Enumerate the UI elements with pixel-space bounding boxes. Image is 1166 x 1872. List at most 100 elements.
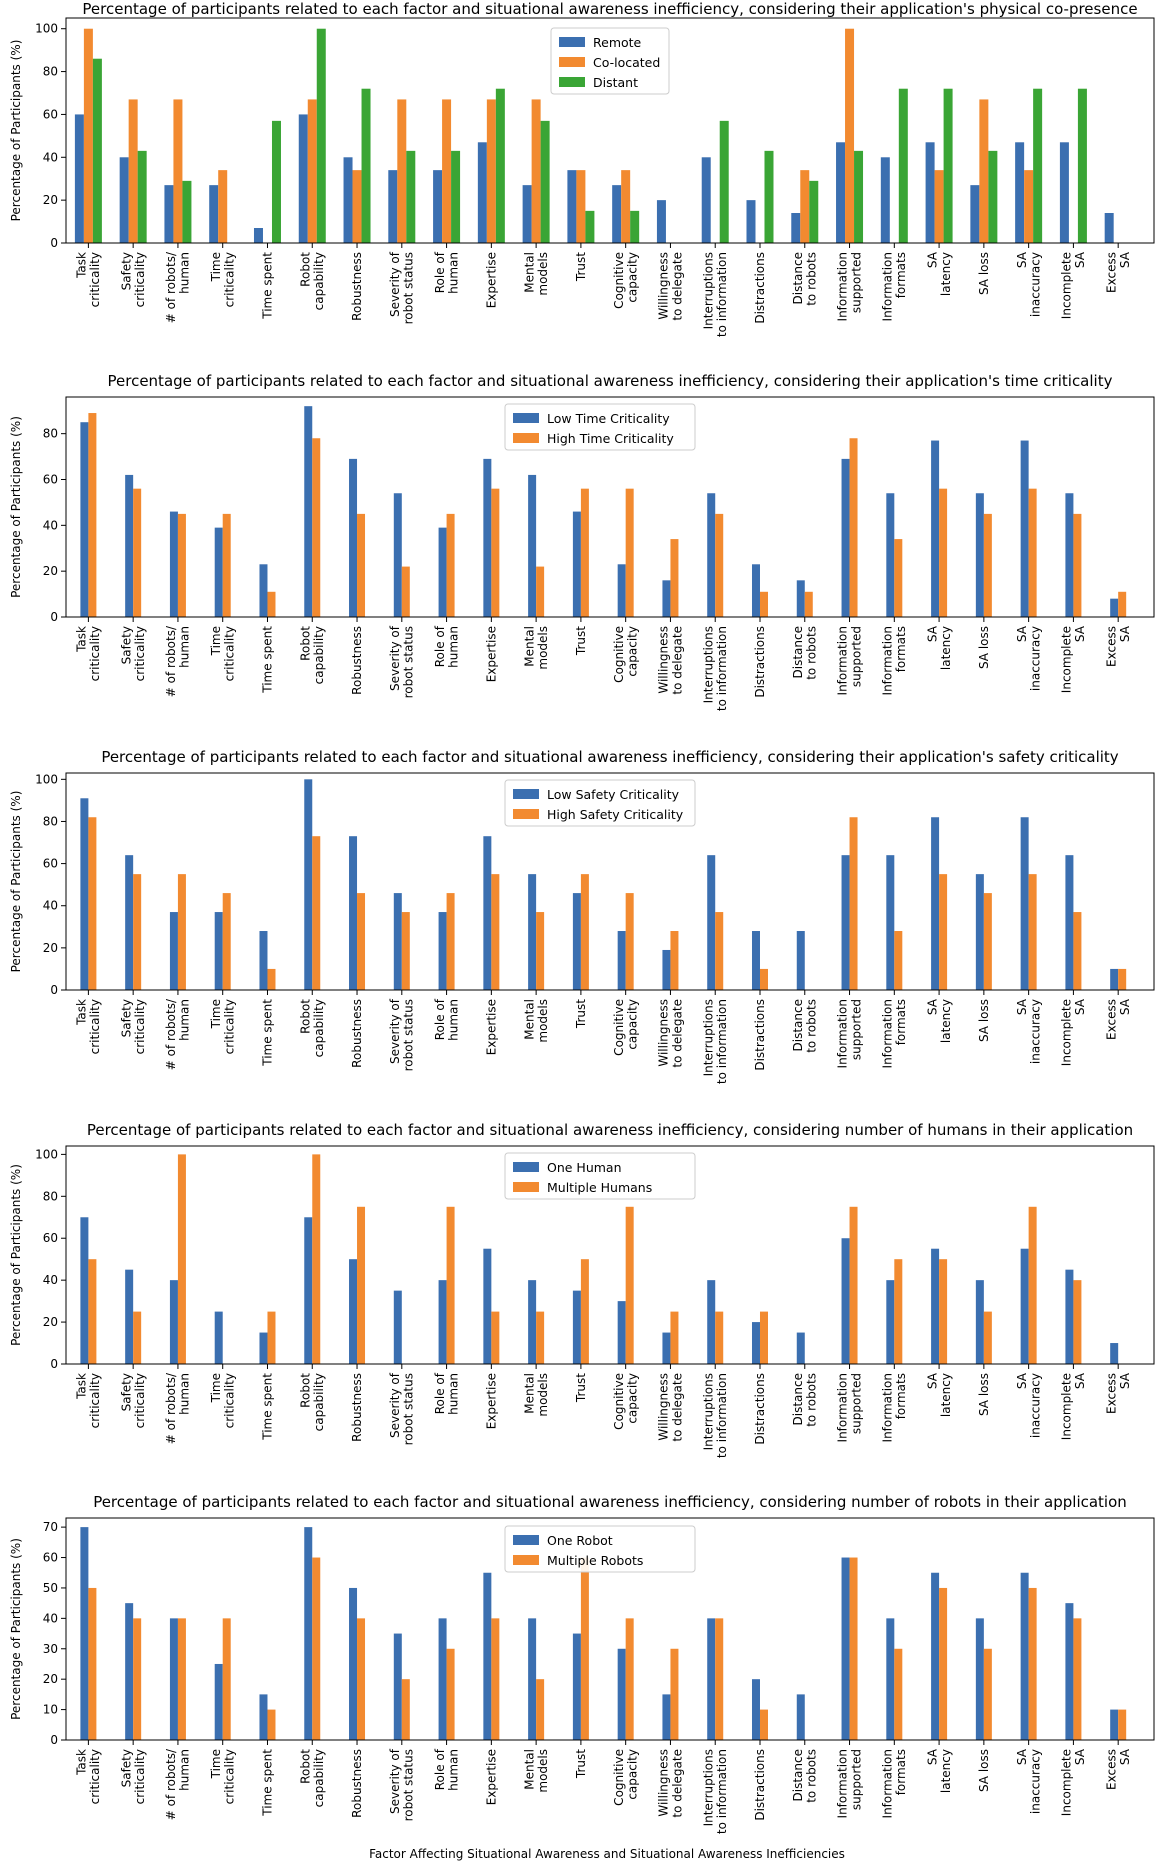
x-tick-label: Informationsupported xyxy=(836,1373,864,1442)
bar-distant xyxy=(585,210,595,243)
x-tick-label: Time spent xyxy=(260,626,274,694)
bar-multiple-robots xyxy=(939,1587,948,1740)
bar-low-safety-criticality xyxy=(169,912,178,990)
bar-co-located xyxy=(621,170,631,243)
bar-multiple-robots xyxy=(1118,1709,1127,1740)
bar-high-safety-criticality xyxy=(1073,912,1082,990)
bar-high-time-criticality xyxy=(715,513,724,618)
x-tick-label: SA loss xyxy=(977,252,991,295)
x-tick-label: Expertise xyxy=(484,252,498,308)
x-tick-label: SA loss xyxy=(977,999,991,1042)
x-tick-label: Informationsupported xyxy=(836,1749,864,1818)
bar-low-time-criticality xyxy=(393,493,402,617)
legend-swatch xyxy=(513,1162,539,1172)
bar-one-robot xyxy=(617,1648,626,1740)
x-tick-label: ExcessSA xyxy=(1104,1372,1132,1414)
y-tick-label: 20 xyxy=(43,941,58,955)
chart-title: Percentage of participants related to ea… xyxy=(82,0,1137,18)
bar-low-time-criticality xyxy=(80,422,89,617)
bar-remote xyxy=(791,213,801,243)
y-tick-label: 20 xyxy=(43,193,58,207)
bar-low-safety-criticality xyxy=(80,798,89,990)
bar-one-human xyxy=(169,1280,178,1364)
x-tick-label: SA loss xyxy=(977,1373,991,1416)
y-axis-label: Percentage of Participants (%) xyxy=(9,791,23,973)
bar-high-time-criticality xyxy=(983,513,992,618)
x-tick-label: Time spent xyxy=(260,1749,274,1817)
x-tick-label: Distractions xyxy=(753,626,767,698)
y-tick-label: 60 xyxy=(43,857,58,871)
bar-co-located xyxy=(442,99,452,244)
bar-high-safety-criticality xyxy=(939,874,948,990)
bar-remote xyxy=(746,200,756,243)
bar-one-robot xyxy=(528,1618,537,1740)
x-tick-label: Robustness xyxy=(350,252,364,321)
x-tick-label: Trust xyxy=(574,1749,588,1779)
bar-multiple-humans xyxy=(983,1311,992,1364)
x-tick-label: Robotcapability xyxy=(298,999,326,1058)
bar-co-located xyxy=(800,170,810,243)
y-tick-label: 50 xyxy=(43,1581,58,1595)
bar-remote xyxy=(388,170,398,243)
bar-remote xyxy=(522,185,532,243)
y-tick-label: 100 xyxy=(35,1147,58,1161)
plot-frame xyxy=(65,17,1155,244)
bar-one-human xyxy=(931,1248,940,1364)
x-tick-label: Willingnessto delegate xyxy=(657,626,685,695)
bar-one-robot xyxy=(438,1618,447,1740)
x-tick-label: Interruptionsto information xyxy=(701,252,729,337)
x-tick-label: Cognitivecapacity xyxy=(612,999,640,1056)
bar-low-safety-criticality xyxy=(751,931,760,990)
bar-high-time-criticality xyxy=(1073,513,1082,618)
x-tick-label: Informationsupported xyxy=(836,626,864,695)
bar-one-human xyxy=(483,1248,492,1364)
bar-one-robot xyxy=(796,1694,805,1740)
legend-entry: Remote xyxy=(593,35,642,50)
bar-one-robot xyxy=(483,1572,492,1740)
bar-one-robot xyxy=(1110,1709,1119,1740)
bar-remote xyxy=(477,142,487,243)
bar-low-safety-criticality xyxy=(259,931,268,990)
bar-one-human xyxy=(1110,1343,1119,1364)
y-tick-label: 40 xyxy=(43,1273,58,1287)
x-tick-label: Mentalmodels xyxy=(522,252,550,296)
bar-multiple-robots xyxy=(88,1587,97,1740)
bar-high-time-criticality xyxy=(625,488,634,617)
x-tick-label: Safetycriticality xyxy=(119,999,147,1054)
bar-high-time-criticality xyxy=(446,513,455,618)
bar-high-safety-criticality xyxy=(625,893,634,990)
y-tick-label: 80 xyxy=(43,1189,58,1203)
bar-low-time-criticality xyxy=(662,580,671,617)
legend-swatch xyxy=(513,789,539,799)
x-tick-label: Mentalmodels xyxy=(522,999,550,1043)
bar-multiple-robots xyxy=(491,1618,500,1740)
y-axis-label: Percentage of Participants (%) xyxy=(9,40,23,222)
x-tick-label: SAinaccuracy xyxy=(1015,625,1043,691)
x-tick-label: SAinaccuracy xyxy=(1015,998,1043,1064)
chart-2: Percentage of participants related to ea… xyxy=(9,372,1155,711)
bar-one-human xyxy=(841,1238,850,1364)
bar-multiple-robots xyxy=(670,1648,679,1740)
bar-one-human xyxy=(304,1217,313,1364)
legend-box xyxy=(504,779,696,827)
x-tick-label: # of robots/human xyxy=(164,1748,192,1820)
bar-one-robot xyxy=(125,1603,134,1740)
x-tick-label: Informationsupported xyxy=(836,999,864,1068)
bar-high-safety-criticality xyxy=(357,893,366,990)
y-tick-label: 40 xyxy=(43,518,58,532)
bar-distant xyxy=(764,150,774,243)
bar-high-safety-criticality xyxy=(222,893,231,990)
y-tick-label: 0 xyxy=(50,1733,58,1747)
x-tick-label: Taskcriticality xyxy=(75,626,103,681)
plot-frame xyxy=(65,1145,1155,1365)
y-tick-label: 40 xyxy=(43,150,58,164)
legend-swatch xyxy=(559,37,585,47)
bar-multiple-humans xyxy=(939,1259,948,1364)
chart-1: Percentage of participants related to ea… xyxy=(9,0,1155,337)
bar-co-located xyxy=(397,99,407,244)
legend-swatch xyxy=(513,1555,539,1565)
x-tick-label: Informationformats xyxy=(881,1749,909,1818)
bar-low-safety-criticality xyxy=(975,874,984,990)
bar-remote xyxy=(343,157,353,243)
bar-high-time-criticality xyxy=(939,488,948,617)
